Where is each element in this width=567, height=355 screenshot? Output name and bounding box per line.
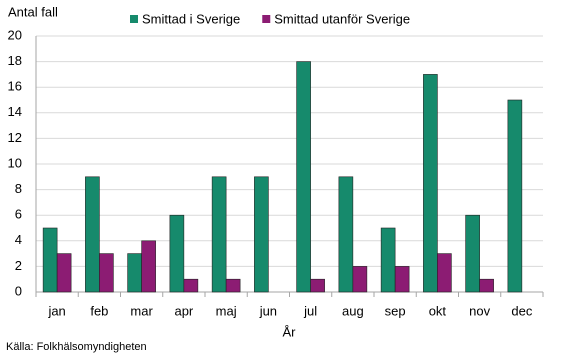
bar — [352, 266, 368, 293]
bar — [85, 176, 100, 293]
bar — [338, 176, 354, 293]
bar — [56, 253, 72, 293]
legend-swatch — [262, 15, 271, 23]
legend-label: Smittad utanför Sverige — [274, 11, 410, 26]
bar — [507, 99, 523, 293]
y-tick-label: 18 — [8, 53, 22, 68]
x-tick-label: apr — [174, 303, 193, 318]
y-tick-label: 12 — [8, 130, 22, 145]
source: Källa: Folkhälsomyndigheten — [6, 341, 147, 353]
y-tick-label: 8 — [15, 181, 22, 196]
x-tick-label: jun — [259, 303, 277, 318]
bar — [465, 214, 480, 293]
legend-label: Smittad i Sverige — [142, 11, 240, 26]
bar — [310, 278, 325, 293]
bar — [42, 227, 58, 293]
bar — [141, 240, 156, 293]
bar — [211, 176, 227, 293]
bar — [437, 253, 452, 293]
y-tick-label: 6 — [15, 207, 22, 222]
x-axis-label: År — [283, 324, 297, 339]
bar — [225, 278, 241, 293]
x-tick-label: jul — [303, 303, 317, 318]
bar — [183, 278, 199, 293]
x-tick-label: nov — [469, 303, 490, 318]
bar — [394, 266, 410, 293]
y-tick-label: 16 — [8, 79, 22, 94]
bar — [169, 214, 185, 293]
x-tick-label: okt — [429, 303, 447, 318]
x-tick-label: dec — [511, 303, 532, 318]
y-tick-label: 10 — [8, 155, 22, 170]
bar — [127, 253, 142, 293]
x-tick-label: feb — [90, 303, 108, 318]
x-tick-label: maj — [216, 303, 237, 318]
legend-swatch — [130, 15, 138, 23]
y-tick-label: 2 — [15, 258, 22, 273]
y-tick-label: 0 — [15, 283, 22, 298]
x-tick-label: mar — [130, 303, 153, 318]
y-tick-label: 20 — [8, 27, 22, 42]
bar — [99, 253, 114, 293]
bar — [380, 227, 396, 293]
bar — [254, 176, 269, 293]
y-axis-label: Antal fall — [8, 4, 58, 19]
bar — [479, 278, 494, 293]
bar — [423, 74, 438, 293]
x-tick-label: aug — [342, 303, 364, 318]
bar — [296, 61, 311, 293]
y-tick-label: 4 — [15, 232, 22, 247]
x-tick-label: sep — [385, 303, 406, 318]
y-tick-label: 14 — [8, 104, 22, 119]
x-tick-label: jan — [47, 303, 65, 318]
